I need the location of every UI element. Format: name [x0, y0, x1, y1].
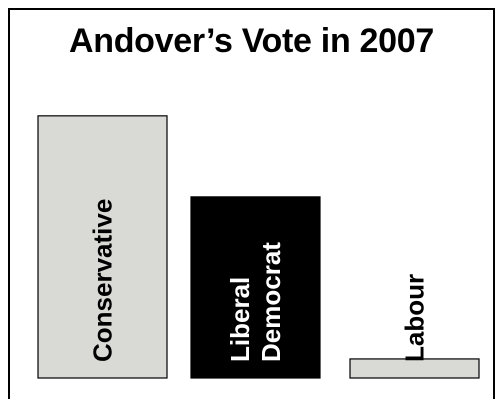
bar-label: Democrat [256, 242, 286, 362]
bar-label-group-1: Liberal Democrat [225, 242, 286, 362]
bar-label: Conservative [88, 199, 118, 362]
bar-liberal-democrat [190, 196, 321, 379]
bar-label-group-0: Conservative [88, 199, 118, 362]
bar-label-group-2: Labour [400, 274, 430, 362]
bar-labour [349, 358, 480, 379]
bar-conservative [37, 115, 168, 379]
bar-label: Labour [400, 274, 430, 362]
chart-title: Andover’s Vote in 2007 [68, 22, 434, 60]
bar-label: Liberal [225, 277, 255, 362]
